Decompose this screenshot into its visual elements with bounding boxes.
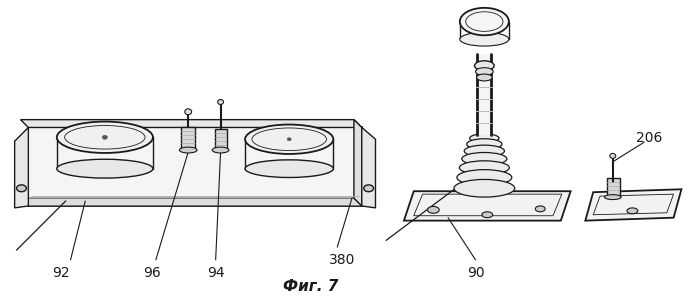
Ellipse shape bbox=[482, 212, 493, 218]
Ellipse shape bbox=[464, 145, 505, 157]
Ellipse shape bbox=[287, 138, 291, 141]
Ellipse shape bbox=[457, 170, 512, 185]
Polygon shape bbox=[404, 191, 570, 221]
Text: 206: 206 bbox=[636, 131, 662, 145]
Ellipse shape bbox=[218, 99, 223, 105]
Ellipse shape bbox=[185, 109, 192, 115]
Bar bbox=[181, 127, 195, 149]
Bar bbox=[477, 54, 491, 135]
Polygon shape bbox=[362, 127, 375, 208]
Ellipse shape bbox=[605, 195, 621, 200]
Ellipse shape bbox=[179, 147, 197, 153]
Ellipse shape bbox=[477, 74, 492, 81]
Polygon shape bbox=[15, 127, 29, 208]
Ellipse shape bbox=[454, 179, 514, 197]
Ellipse shape bbox=[57, 121, 153, 153]
Polygon shape bbox=[20, 198, 362, 206]
Ellipse shape bbox=[245, 124, 333, 154]
Ellipse shape bbox=[57, 159, 153, 178]
Text: 92: 92 bbox=[52, 266, 69, 280]
Ellipse shape bbox=[462, 152, 507, 165]
Ellipse shape bbox=[212, 147, 229, 153]
Ellipse shape bbox=[364, 185, 374, 192]
Text: 94: 94 bbox=[206, 266, 225, 280]
Polygon shape bbox=[20, 120, 362, 127]
Ellipse shape bbox=[102, 135, 107, 139]
Text: 96: 96 bbox=[143, 266, 161, 280]
Ellipse shape bbox=[475, 61, 494, 71]
Ellipse shape bbox=[460, 8, 509, 35]
Ellipse shape bbox=[475, 68, 493, 75]
Ellipse shape bbox=[17, 185, 27, 192]
Text: Фиг. 7: Фиг. 7 bbox=[283, 279, 339, 294]
Ellipse shape bbox=[536, 206, 545, 212]
Text: 380: 380 bbox=[329, 253, 356, 267]
Ellipse shape bbox=[470, 134, 499, 143]
Bar bbox=[29, 127, 362, 206]
Bar bbox=[607, 178, 620, 196]
Ellipse shape bbox=[459, 161, 510, 175]
Ellipse shape bbox=[428, 206, 439, 213]
Ellipse shape bbox=[460, 32, 509, 46]
Ellipse shape bbox=[245, 160, 333, 178]
Polygon shape bbox=[354, 120, 362, 206]
Polygon shape bbox=[585, 189, 681, 221]
Ellipse shape bbox=[467, 139, 502, 150]
Text: 90: 90 bbox=[467, 266, 484, 280]
Ellipse shape bbox=[627, 208, 638, 214]
Ellipse shape bbox=[610, 154, 616, 158]
Bar bbox=[215, 129, 228, 149]
